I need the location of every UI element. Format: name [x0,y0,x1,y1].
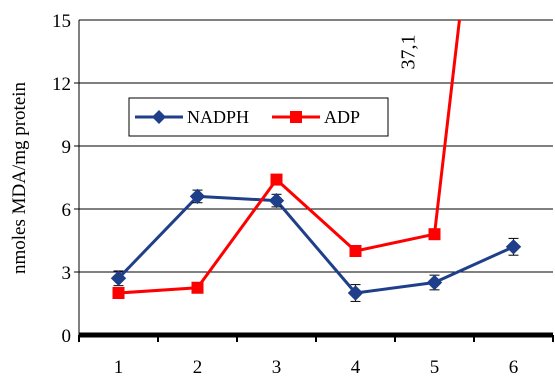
x-tick-4: 4 [351,357,361,376]
y-tick-9: 9 [62,137,72,158]
legend: NADPH ADP [128,97,389,137]
point-adp-5 [428,228,441,241]
point-nadph-5 [426,274,443,291]
y-tick-labels: 0 3 6 9 12 15 [52,11,71,347]
y-tick-15: 15 [52,11,71,32]
y-tick-6: 6 [62,200,72,221]
axes [74,20,554,342]
y-tick-3: 3 [62,263,72,284]
point-nadph-2 [189,188,206,205]
point-adp-1 [112,287,125,299]
plot-area [79,20,553,335]
legend-label-nadph: NADPH [187,107,249,127]
y-tick-12: 12 [52,74,71,95]
x-tick-1: 1 [114,357,124,376]
y-axis-title: nmoles MDA/mg protein [9,81,30,274]
x-tick-2: 2 [193,357,203,376]
point-adp-2 [191,281,204,294]
point-nadph-1 [110,270,127,287]
point-adp-4 [349,245,362,257]
point-adp-3 [270,173,283,186]
annotation-37-1: 37,1 [398,35,420,70]
legend-label-adp: ADP [324,107,360,127]
x-tick-6: 6 [509,357,519,376]
point-nadph-6 [505,239,522,255]
y-tick-0: 0 [62,326,72,347]
x-tick-3: 3 [272,357,282,376]
x-tick-5: 5 [430,357,440,376]
legend-marker-nadph [152,110,166,124]
x-tick-labels: 1 2 3 4 5 6 [114,357,519,376]
series-nadph [110,188,522,302]
legend-marker-adp [290,111,302,123]
series-layer [110,20,522,302]
line-adp [118,20,461,295]
line-nadph [117,194,515,295]
point-nadph-3 [268,192,285,209]
series-adp [112,20,461,299]
grid-lines [79,19,553,273]
point-nadph-4 [347,285,364,301]
